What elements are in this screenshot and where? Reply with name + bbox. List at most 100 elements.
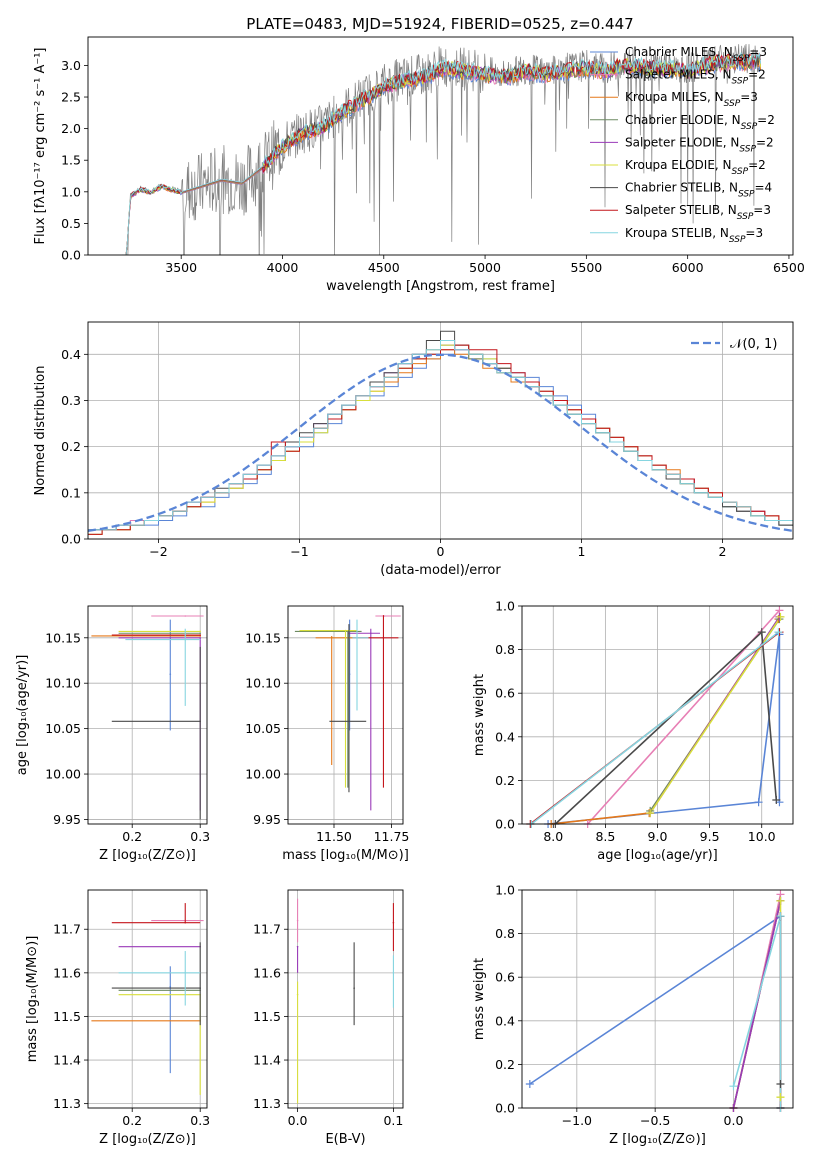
y-tick-label: 0.4 [61,347,81,362]
y-axis-label: mass weight [472,674,487,756]
mass-vs-ebv-panel: 0.0 0.1 11.3 11.4 11.5 11.6 11.7 E(B-V) [253,889,404,1147]
data-point [184,921,187,924]
y-tick-label: 11.6 [53,965,81,980]
y-tick-label: 11.4 [53,1053,81,1068]
y-tick-label: 0.8 [495,642,515,657]
y-axis-label: Flux [fλ10⁻¹⁷ erg cm⁻² s⁻¹ A⁻¹] [33,48,48,245]
plus-marker [776,1080,785,1089]
y-tick-label: 0.3 [61,393,81,408]
weight-vs-age-panel: 8.0 8.5 9.0 9.5 10.0 0.0 0.2 0.4 0.6 0.8 1.0 age [l… [472,599,794,863]
x-axis-label: wavelength [Angstrom, rest frame] [326,279,555,294]
y-tick-label: 11.5 [53,1009,81,1024]
data-point [199,632,201,635]
axes-frame [87,36,794,256]
y-tick-label: 10.05 [245,721,281,736]
data-point [199,987,201,989]
y-tick-label: 10.15 [45,630,81,645]
axes-frame [287,889,404,1109]
x-tick-label: 4500 [368,260,400,275]
x-axis-label: Z [log₁₀(Z/Z⊙)] [609,1132,706,1147]
plus-marker [772,796,781,805]
x-axis-label: (data-model)/error [380,563,501,578]
data-point [169,673,172,675]
data-point [353,987,355,989]
plus-marker [776,896,785,905]
y-tick-label: 1.0 [495,883,515,898]
x-tick-label: 2 [719,544,727,559]
y-tick-label: 11.7 [53,922,81,937]
x-tick-label: 0.0 [288,1113,308,1128]
data-point [330,636,333,639]
plot-area [88,330,793,539]
x-tick-label: 0.2 [122,829,142,844]
y-tick-label: 10.10 [45,676,81,691]
y-tick-label: 10.10 [245,676,281,691]
axes-frame [87,605,208,825]
plus-marker [776,1093,785,1102]
x-tick-label: −1 [290,544,308,559]
plot-area [91,903,204,1095]
y-tick-label: 0.0 [61,532,81,547]
y-tick-label: 1.0 [61,184,81,199]
y-tick-label: 9.95 [53,812,81,827]
data-point [296,919,299,922]
axes-frame [87,889,208,1109]
y-tick-label: 11.4 [253,1053,281,1068]
model-line-kroupa-stelib [122,52,762,255]
x-tick-label: 8.5 [595,829,615,844]
y-tick-label: 0.0 [61,248,81,263]
x-tick-label: −2 [149,544,167,559]
y-tick-label: 0.2 [495,773,515,788]
x-tick-label: 6500 [773,260,805,275]
y-tick-label: 0.6 [495,970,515,985]
y-tick-label: 10.00 [245,767,281,782]
legend-label: Kroupa MILES, NSSP=3 [625,90,758,109]
series-line-chabrier-miles [548,634,781,824]
plot-area [294,615,401,811]
normal-curve [88,353,793,533]
data-point [169,985,172,988]
x-tick-label: 0 [437,544,445,559]
axes-frame [87,321,794,540]
plot-area [529,894,782,1108]
x-tick-label: 3500 [165,260,197,275]
y-tick-label: 0.0 [495,1101,515,1116]
x-tick-label: 0.3 [190,829,210,844]
x-tick-label: 9.5 [700,829,720,844]
data-point [356,636,358,639]
x-tick-label: 0.3 [190,1113,210,1128]
plot-area [91,615,204,820]
x-tick-label: −0.5 [640,1113,670,1128]
y-tick-label: 1.0 [495,599,515,614]
mass-vs-metallicity-panel: 0.2 0.3 11.3 11.4 11.5 11.6 11.7 Z [log₁₀(Z/Z⊙)… [25,889,210,1147]
y-tick-label: 3.0 [61,58,81,73]
plot-area [122,43,762,255]
series-line-kroupa-elodie [649,616,782,814]
data-point [348,720,350,723]
y-tick-label: 0.1 [61,485,81,500]
data-point [184,972,187,974]
y-tick-label: 9.95 [253,812,281,827]
y-tick-label: 0.4 [495,729,515,744]
y-axis-label: Normed distribution [33,366,48,496]
y-tick-label: 10.00 [45,767,81,782]
plus-marker [776,912,785,921]
residuals-panel: −2 −1 0 1 2 0.0 0.1 0.2 0.3 0.4 (data-model)/error… [33,321,794,578]
x-tick-label: 8.0 [543,829,563,844]
y-tick-label: 0.8 [495,926,515,941]
series-line-kroupa-stelib [530,631,779,824]
data-point [184,638,187,641]
plus-marker [646,809,655,818]
x-axis-label: age [log₁₀(age/yr)] [597,848,718,863]
y-tick-label: 0.2 [495,1057,515,1072]
legend-label: Kroupa ELODIE, NSSP=2 [625,158,766,177]
y-tick-label: 10.05 [45,721,81,736]
x-axis-label: E(B-V) [325,1132,365,1147]
histogram-kroupa-stelib [88,340,793,539]
x-tick-label: 0.1 [383,1113,403,1128]
y-tick-label: 2.0 [61,121,81,136]
plus-marker [774,628,783,637]
y-tick-label: 10.15 [245,630,281,645]
x-tick-label: 11.50 [316,829,352,844]
